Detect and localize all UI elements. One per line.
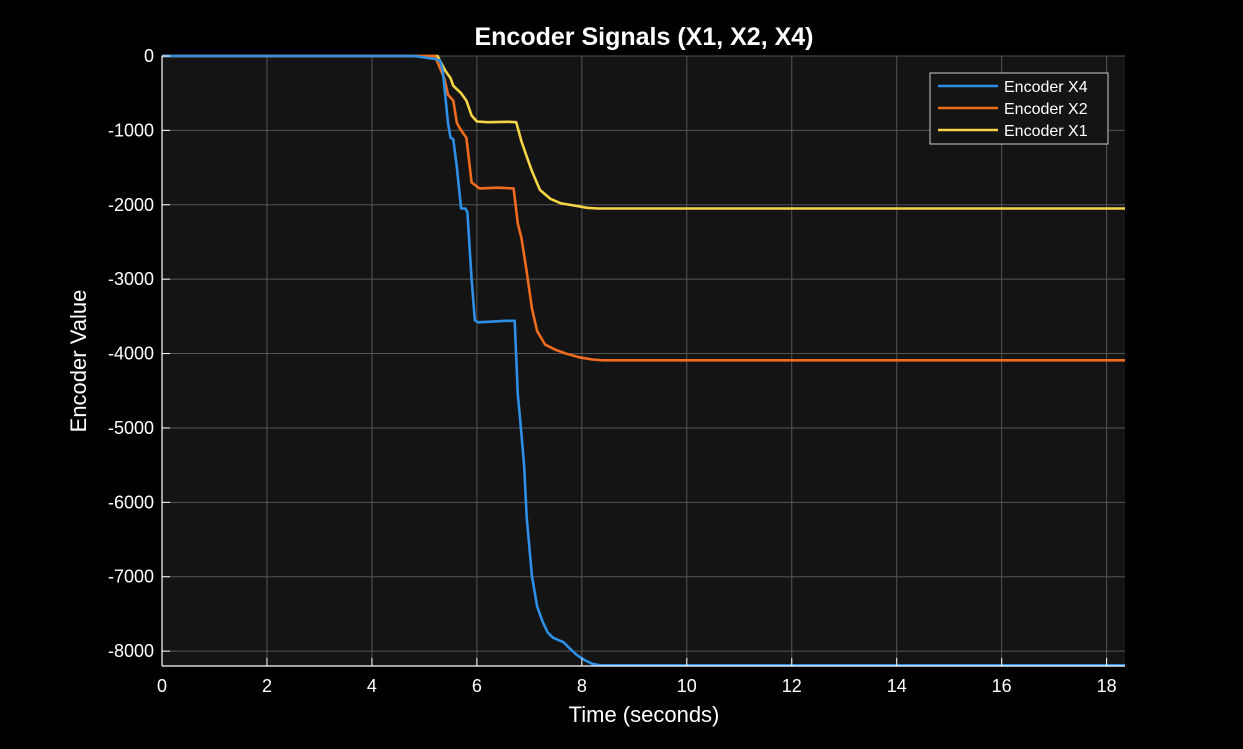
- y-tick-labels: 0 -1000 -2000 -3000 -4000 -5000 -6000 -7000 -800…: [108, 46, 154, 661]
- series-line-encoder-x4: [162, 54, 1125, 667]
- x-tick-label: 4: [367, 676, 377, 696]
- chart-title: Encoder Signals (X1, X2, X4): [474, 23, 813, 51]
- x-tick-labels: 0 2 4 6 8 10 12 14 16 18: [157, 676, 1117, 696]
- legend-label-encoder-x1: Encoder X1: [1004, 123, 1088, 140]
- legend-label-encoder-x4: Encoder X4: [1004, 79, 1088, 96]
- y-tick-label: -3000: [108, 269, 154, 289]
- x-tick-label: 8: [577, 676, 587, 696]
- x-tick-label: 0: [157, 676, 167, 696]
- y-tick-label: -4000: [108, 344, 154, 364]
- series-line-encoder-x2: [162, 54, 1125, 362]
- series-layer: [162, 54, 1125, 667]
- y-tick-label: 0: [144, 46, 154, 66]
- x-tick-label: 6: [472, 676, 482, 696]
- y-tick-label: -1000: [108, 120, 154, 140]
- x-tick-label: 12: [782, 676, 802, 696]
- y-tick-label: -7000: [108, 567, 154, 587]
- axis-lines: [161, 55, 1125, 667]
- y-axis-title: Encoder Value: [66, 290, 91, 433]
- x-tick-label: 2: [262, 676, 272, 696]
- legend-items: Encoder X4 Encoder X2 Encoder X1: [938, 79, 1088, 140]
- x-axis-title: Time (seconds): [569, 702, 720, 727]
- y-tick-label: -8000: [108, 641, 154, 661]
- x-tick-label: 16: [992, 676, 1012, 696]
- legend[interactable]: Encoder X4 Encoder X2 Encoder X1: [929, 72, 1109, 145]
- y-tick-label: -6000: [108, 492, 154, 512]
- legend-label-encoder-x2: Encoder X2: [1004, 101, 1088, 118]
- y-tick-label: -2000: [108, 195, 154, 215]
- x-tick-label: 10: [677, 676, 697, 696]
- x-tick-label: 18: [1097, 676, 1117, 696]
- x-tick-label: 14: [887, 676, 907, 696]
- series-line-encoder-x1: [162, 54, 1125, 210]
- y-tick-label: -5000: [108, 418, 154, 438]
